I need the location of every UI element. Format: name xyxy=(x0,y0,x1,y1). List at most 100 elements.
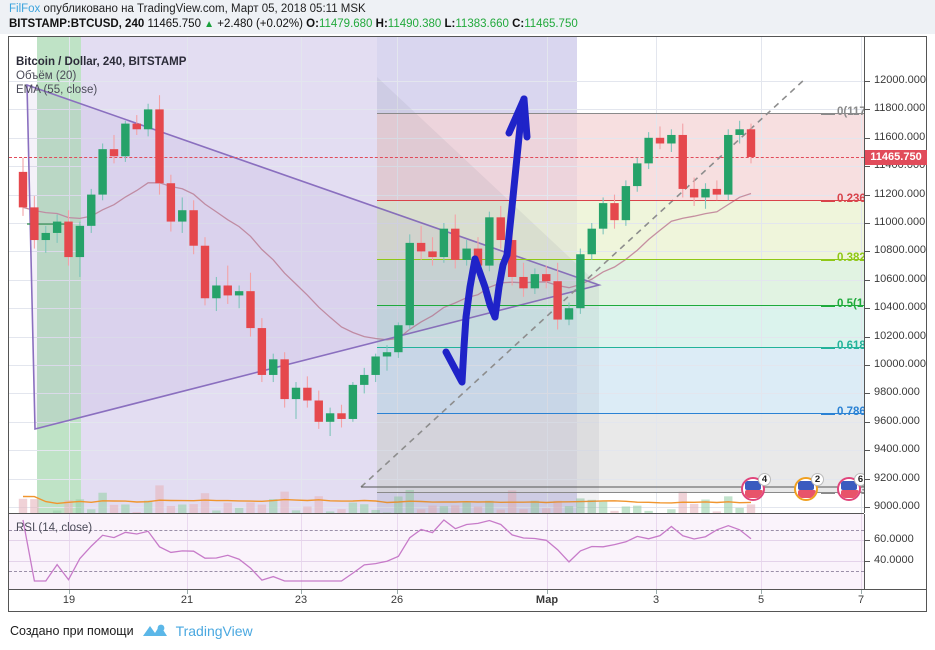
blue-arrow-stroke xyxy=(491,251,511,321)
time-tick xyxy=(656,590,657,594)
fib-line-0(117[interactable] xyxy=(377,113,864,114)
candlestick-series[interactable] xyxy=(9,37,864,513)
candle-body xyxy=(189,210,198,246)
gridline-h-10400 xyxy=(9,308,864,309)
time-axis[interactable]: 19 21 23 26 Мар 3 5 7 xyxy=(9,589,926,611)
price-tick xyxy=(865,308,870,309)
rsi-pane[interactable]: RSI (14, close) xyxy=(9,514,864,589)
gridline-h-12000 xyxy=(9,81,864,82)
rsi-oversold-line xyxy=(9,570,864,572)
time-tick-label: 23 xyxy=(294,594,308,606)
fib-tick-0(117 xyxy=(821,113,835,115)
price-tick xyxy=(865,195,870,196)
fib-zone-0.5-0.618 xyxy=(377,305,864,347)
time-tick-label: 19 xyxy=(62,594,76,606)
candle-body xyxy=(416,242,426,252)
candle-body xyxy=(18,171,28,208)
price-axis[interactable]: 12000.000 11800.000 11600.000 11400.000 1120… xyxy=(864,37,927,513)
fib-line-0.236([interactable] xyxy=(377,200,864,201)
candle-body xyxy=(382,352,392,357)
price-tick-label: 11600.000 xyxy=(874,131,926,143)
rsi-line xyxy=(22,519,752,582)
author-name[interactable]: FilFox xyxy=(9,3,41,15)
candle-body xyxy=(530,274,540,289)
last-price-dashed-line xyxy=(9,157,864,158)
candle-body xyxy=(52,221,62,233)
price-pane[interactable]: Bitcoin / Dollar, 240, BITSTAMP Объём (2… xyxy=(9,37,864,513)
fib-zone-0-0.236 xyxy=(377,113,864,200)
price-tick-label: 9800.000 xyxy=(874,386,920,398)
rsi-gridline-60 xyxy=(9,540,864,541)
rsi-tick xyxy=(865,561,870,562)
economic-event-badge-us[interactable]: 6 xyxy=(837,473,864,503)
fib-tick-0.618( xyxy=(821,347,835,349)
price-tick-label: 11800.000 xyxy=(874,102,926,114)
gridline-h-11000 xyxy=(9,223,864,224)
fib-line-0.618([interactable] xyxy=(377,347,864,348)
gridline-h-9400 xyxy=(9,450,864,451)
fib-tick-1(933 xyxy=(821,492,835,494)
event-count-badge: 6 xyxy=(854,473,864,486)
candle-body xyxy=(496,217,505,241)
candle-body xyxy=(200,245,210,299)
background-band-0 xyxy=(9,37,37,513)
fib-label-0.786(: 0.786( xyxy=(837,406,864,418)
price-tick-label: 12000.000 xyxy=(874,74,926,86)
close-label: C: xyxy=(512,18,525,30)
rsi-gridline-v-23 xyxy=(301,514,302,589)
gridline-h-9600 xyxy=(9,422,864,423)
descending-wedge-shape[interactable] xyxy=(26,83,602,431)
rsi-axis[interactable]: 60.0000 40.0000 xyxy=(864,514,926,589)
candle-body xyxy=(428,251,437,258)
candle-body xyxy=(30,207,39,241)
price-tick-label: 10200.000 xyxy=(874,330,926,342)
fib-label-0.5(10: 0.5(10 xyxy=(837,298,864,310)
candle-body xyxy=(41,232,50,241)
high-label: H: xyxy=(375,18,388,30)
candle-body xyxy=(234,291,244,296)
rsi-tick-label: 40.0000 xyxy=(874,554,914,566)
rsi-gridline-v-5 xyxy=(761,514,762,589)
blue-arrow-stroke xyxy=(442,255,479,386)
economic-event-badge-us[interactable]: 4 xyxy=(741,473,771,503)
publish-text: опубликовано на TradingView.com, Март 05… xyxy=(43,3,366,15)
candle-body xyxy=(223,285,232,296)
open-label: O: xyxy=(306,18,319,30)
gridline-h-11200 xyxy=(9,195,864,196)
candle-body xyxy=(246,291,255,329)
candle-body xyxy=(678,134,687,189)
candle-body xyxy=(75,225,85,258)
candle-body xyxy=(564,308,574,320)
price-tick xyxy=(865,393,870,394)
price-tick-label: 10400.000 xyxy=(874,301,926,313)
tradingview-brand[interactable]: TradingView xyxy=(175,623,253,639)
candle-body xyxy=(507,240,517,277)
gridline-v-19 xyxy=(69,37,70,513)
fib-line-1(933[interactable] xyxy=(377,492,864,493)
candle-body xyxy=(701,188,710,198)
candle-body xyxy=(485,217,494,266)
candle-body xyxy=(439,228,449,258)
candle-body xyxy=(166,183,176,222)
price-tick xyxy=(865,365,870,366)
gridline-h-11800 xyxy=(9,109,864,110)
candle-body xyxy=(303,387,312,401)
fib-line-0.382([interactable] xyxy=(377,259,864,260)
candle-body xyxy=(644,137,653,164)
blue-forecast-arrow[interactable] xyxy=(9,37,864,513)
candle-body xyxy=(542,274,551,282)
price-tick-label: 9400.000 xyxy=(874,443,920,455)
fib-line-0.786([interactable] xyxy=(377,413,864,414)
price-tick xyxy=(865,223,870,224)
symbol-label[interactable]: BITSTAMP:BTCUSD, 240 xyxy=(9,18,145,30)
chart-frame[interactable]: Bitcoin / Dollar, 240, BITSTAMP Объём (2… xyxy=(8,36,927,612)
fib-line-0.5(10[interactable] xyxy=(377,305,864,306)
candle-body xyxy=(98,149,107,195)
footer: Создано при помощи TradingView xyxy=(10,620,253,642)
candle-body xyxy=(257,328,267,375)
economic-event-badge-us[interactable]: 2 xyxy=(794,473,824,503)
candle-body xyxy=(621,186,631,221)
candle-body xyxy=(405,242,414,326)
rsi-tick xyxy=(865,540,870,541)
fib-tick-0.5(10 xyxy=(821,305,835,307)
